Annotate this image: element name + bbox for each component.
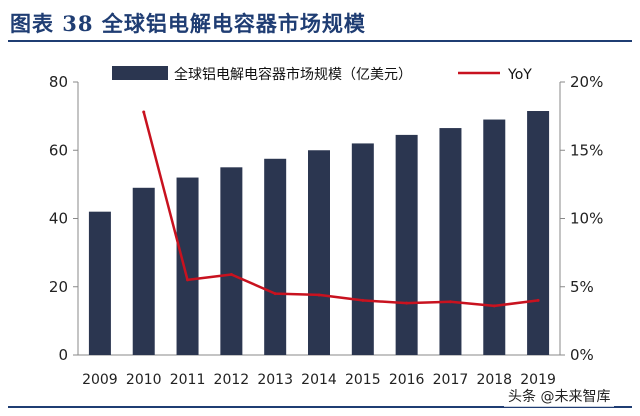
bar <box>351 143 374 355</box>
y-left-tick-label: 20 <box>49 278 68 296</box>
y-left-tick-label: 80 <box>49 73 68 91</box>
y-right-tick-label: 10% <box>570 210 603 228</box>
y-left-tick-label: 0 <box>58 346 68 364</box>
yoy-point <box>229 272 233 276</box>
y-right-tick-label: 20% <box>570 73 603 91</box>
axes-layer: 0 20 40 60 80 0% 5% 10% 15% 20% 2009 2010 2011 2012 20… <box>49 73 603 388</box>
bar <box>483 119 506 355</box>
y-left-tick-label: 60 <box>49 141 68 159</box>
chart-title: 图表 38 全球铝电解电容器市场规模 <box>10 11 366 36</box>
x-tick-label: 2017 <box>433 372 469 388</box>
x-tick-label: 2011 <box>170 372 206 388</box>
yoy-point <box>142 110 146 114</box>
legend: 全球铝电解电容器市场规模（亿美元） YoY <box>112 66 532 83</box>
y-left-tick-label: 40 <box>49 210 68 228</box>
y-right-tick-label: 15% <box>570 141 603 159</box>
watermark-text: 头条 @未来智库 <box>504 385 615 407</box>
y-right-tick-label: 0% <box>570 346 594 364</box>
yoy-point <box>273 292 277 296</box>
bar <box>308 150 330 355</box>
bar <box>176 177 199 355</box>
bar <box>132 187 155 355</box>
yoy-point <box>186 278 190 282</box>
yoy-point <box>317 293 321 297</box>
yoy-point <box>405 301 409 305</box>
bar <box>439 128 462 355</box>
bar <box>527 111 550 355</box>
yoy-point <box>448 300 452 304</box>
yoy-point <box>492 304 496 308</box>
title-underline <box>8 40 632 42</box>
x-tick-label: 2015 <box>345 372 381 388</box>
bar <box>395 134 418 355</box>
bar <box>220 167 243 355</box>
x-tick-label: 2012 <box>214 372 250 388</box>
x-tick-label: 2014 <box>301 372 337 388</box>
y-right-tick-label: 5% <box>570 278 594 296</box>
bars-layer <box>88 111 550 355</box>
x-tick-label: 2018 <box>476 372 512 388</box>
yoy-point <box>361 298 365 302</box>
legend-line-label: YoY <box>507 67 532 83</box>
bar <box>88 211 111 355</box>
chart-header: 图表 38 全球铝电解电容器市场规模 <box>0 0 640 44</box>
x-tick-label: 2009 <box>82 372 118 388</box>
legend-bar-swatch <box>112 66 168 80</box>
bar <box>264 158 287 355</box>
x-tick-label: 2010 <box>126 372 162 388</box>
x-tick-label: 2013 <box>257 372 293 388</box>
yoy-point <box>536 298 540 302</box>
footer-rule <box>8 406 632 408</box>
x-tick-label: 2019 <box>520 372 556 388</box>
yoy-line <box>142 111 539 308</box>
line-layer <box>142 110 540 308</box>
legend-bar-label: 全球铝电解电容器市场规模（亿美元） <box>174 66 412 83</box>
x-tick-label: 2016 <box>389 372 425 388</box>
